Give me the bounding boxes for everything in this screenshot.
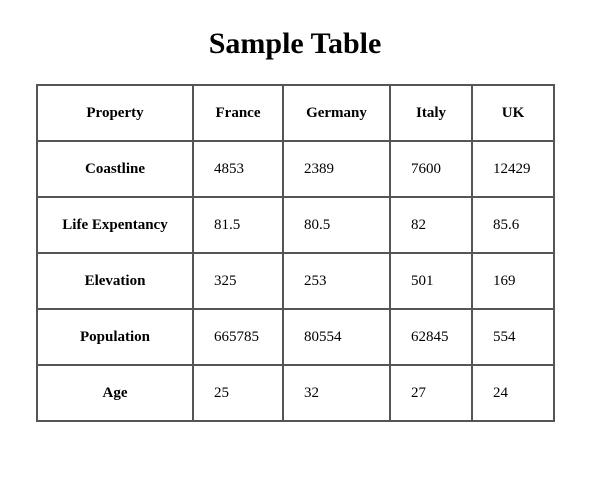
table-row: Coastline 4853 2389 7600 12429 [36, 140, 555, 198]
table-cell: 80554 [282, 308, 391, 366]
table-cell: 27 [389, 364, 473, 422]
table-cell: 85.6 [471, 196, 555, 254]
row-header: Age [36, 364, 194, 422]
column-header-france: France [192, 84, 284, 142]
table-row: Age 25 32 27 24 [36, 364, 555, 422]
table-cell: 169 [471, 252, 555, 310]
table-row: Life Expentancy 81.5 80.5 82 85.6 [36, 196, 555, 254]
table-cell: 25 [192, 364, 284, 422]
table-cell: 554 [471, 308, 555, 366]
row-header: Coastline [36, 140, 194, 198]
table-cell: 253 [282, 252, 391, 310]
row-header: Life Expentancy [36, 196, 194, 254]
table-cell: 32 [282, 364, 391, 422]
row-header: Population [36, 308, 194, 366]
table-cell: 7600 [389, 140, 473, 198]
table-cell: 80.5 [282, 196, 391, 254]
table-cell: 24 [471, 364, 555, 422]
header-row: Property France Germany Italy UK [36, 84, 555, 142]
column-header-italy: Italy [389, 84, 473, 142]
table-cell: 82 [389, 196, 473, 254]
page-title: Sample Table [208, 27, 382, 60]
table-cell: 12429 [471, 140, 555, 198]
table-cell: 325 [192, 252, 284, 310]
row-header: Elevation [36, 252, 194, 310]
table-cell: 4853 [192, 140, 284, 198]
table-cell: 501 [389, 252, 473, 310]
column-header-uk: UK [471, 84, 555, 142]
table-cell: 81.5 [192, 196, 284, 254]
table-row: Population 665785 80554 62845 554 [36, 308, 555, 366]
table-cell: 62845 [389, 308, 473, 366]
table-cell: 665785 [192, 308, 284, 366]
data-table: Property France Germany Italy UK Coastli… [36, 84, 555, 422]
column-header-germany: Germany [282, 84, 391, 142]
column-header-property: Property [36, 84, 194, 142]
table-cell: 2389 [282, 140, 391, 198]
table-row: Elevation 325 253 501 169 [36, 252, 555, 310]
